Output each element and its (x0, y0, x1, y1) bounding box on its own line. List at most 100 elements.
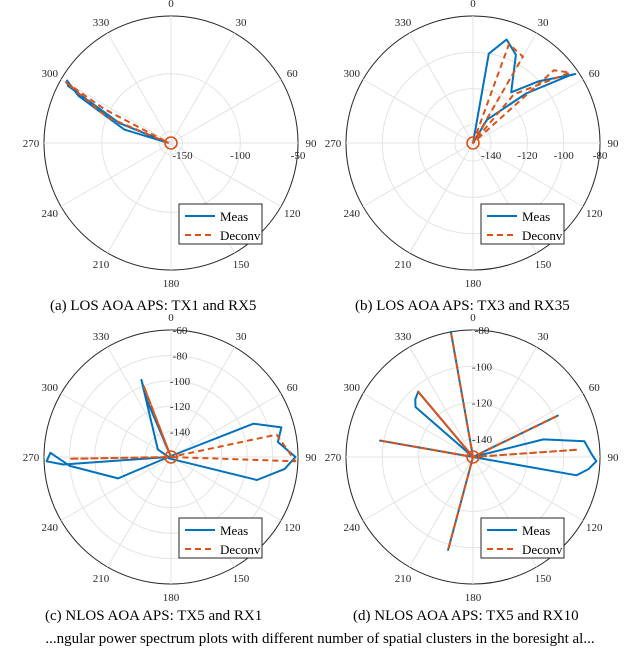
spoke-30 (170, 32, 235, 144)
legend-label-deconv: Deconv (220, 542, 261, 557)
radial-tick-label: -80 (173, 350, 188, 362)
legend-label-deconv: Deconv (522, 542, 563, 557)
caption-b: (b) LOS AOA APS: TX3 and RX35 (355, 298, 570, 314)
spoke-240 (60, 142, 172, 207)
legend-label-meas: Meas (522, 209, 550, 224)
angle-tick-label: 30 (236, 17, 248, 29)
spoke-300 (60, 79, 172, 144)
radial-tick-label: -120 (517, 150, 538, 162)
angle-tick-label: 180 (465, 592, 482, 604)
origin-marker (466, 136, 480, 150)
angle-tick-label: 300 (344, 382, 361, 394)
angle-tick-label: 30 (538, 17, 550, 29)
angle-tick-label: 60 (589, 68, 601, 80)
legend-box (480, 517, 565, 559)
spoke-330 (409, 346, 474, 458)
legend-box (480, 203, 565, 245)
angle-tick-label: 0 (168, 312, 174, 324)
angle-tick-label: 60 (589, 382, 601, 394)
angle-tick-label: 240 (344, 208, 361, 220)
radial-tick-label: -100 (554, 150, 575, 162)
angle-tick-label: 330 (93, 331, 110, 343)
angle-tick-label: 90 (306, 452, 318, 464)
spoke-210 (107, 142, 172, 254)
angle-tick-label: 180 (163, 592, 180, 604)
angle-tick-label: 60 (287, 382, 299, 394)
radial-tick-label: -140 (170, 427, 191, 439)
angle-tick-label: 330 (93, 17, 110, 29)
spoke-60 (170, 79, 282, 144)
spoke-210 (409, 456, 474, 568)
radial-tick-label: -120 (472, 398, 493, 410)
origin-marker (164, 450, 178, 464)
spoke-240 (362, 142, 474, 207)
caption-d: (d) NLOS AOA APS: TX5 and RX10 (353, 608, 579, 624)
angle-tick-label: 30 (236, 331, 248, 343)
spoke-240 (362, 456, 474, 521)
angle-tick-label: 330 (395, 331, 412, 343)
angle-tick-label: 120 (284, 522, 301, 534)
angle-tick-label: 210 (93, 573, 110, 585)
angle-tick-label: 120 (586, 522, 603, 534)
polar-plot-b: 0 30 60 90 120 150 180 210 240 270 300 330 -140 -120 -… (325, 0, 619, 290)
angle-tick-label: 0 (168, 0, 174, 10)
angle-tick-label: 120 (586, 208, 603, 220)
angle-tick-label: 150 (535, 573, 552, 585)
radial-tick-label: -140 (472, 434, 493, 446)
angle-tick-label: 240 (42, 522, 59, 534)
angle-tick-label: 300 (42, 68, 59, 80)
legend-box (178, 517, 263, 559)
angle-tick-label: 60 (287, 68, 299, 80)
spoke-60 (472, 79, 584, 144)
legend-label-deconv: Deconv (220, 228, 261, 243)
caption-a: (a) LOS AOA APS: TX1 and RX5 (50, 298, 257, 314)
spoke-210 (107, 456, 172, 568)
angle-tick-label: 300 (344, 68, 361, 80)
radial-tick-label: -120 (170, 401, 191, 413)
spoke-210 (409, 142, 474, 254)
radial-tick-label: -140 (481, 150, 502, 162)
angle-tick-label: 90 (608, 452, 620, 464)
angle-tick-label: 270 (23, 138, 40, 150)
caption-c: (c) NLOS AOA APS: TX5 and RX1 (45, 608, 263, 624)
angle-tick-label: 150 (535, 259, 552, 271)
angle-tick-label: 180 (163, 278, 180, 290)
radial-tick-label: -100 (230, 150, 251, 162)
legend-label-deconv: Deconv (522, 228, 563, 243)
angle-tick-label: 210 (395, 259, 412, 271)
radial-tick-label: -80 (593, 150, 608, 162)
polar-plot-a: 0 30 60 90 120 150 180 210 240 270 300 330 -150 -100 -… (23, 0, 317, 290)
series-deconv-line (379, 330, 579, 551)
angle-tick-label: 90 (608, 138, 620, 150)
spoke-120 (170, 456, 282, 521)
angle-tick-label: 120 (284, 208, 301, 220)
spoke-120 (472, 142, 584, 207)
angle-tick-label: 240 (344, 522, 361, 534)
series-meas-line (472, 38, 577, 144)
polar-plot-d: 0 30 60 90 120 150 180 210 240 270 300 330 -140 -120 -… (325, 312, 619, 604)
angle-tick-label: 180 (465, 278, 482, 290)
angle-tick-label: 210 (395, 573, 412, 585)
spoke-120 (170, 142, 282, 207)
series-meas-line (45, 378, 297, 481)
spoke-330 (409, 32, 474, 144)
angle-tick-label: 150 (233, 573, 250, 585)
angle-tick-label: 270 (23, 452, 40, 464)
radial-tick-label: -150 (172, 150, 193, 162)
spoke-120 (472, 456, 584, 521)
polar-plot-c: 0 30 60 90 120 150 180 210 240 270 300 330 -140 -120 -… (23, 312, 317, 604)
legend-box (178, 203, 263, 245)
angle-tick-label: 30 (538, 331, 550, 343)
origin-marker (466, 450, 480, 464)
spoke-300 (60, 393, 172, 458)
radial-tick-label: -100 (170, 376, 191, 388)
spoke-330 (107, 32, 172, 144)
spoke-240 (60, 456, 172, 521)
angle-tick-label: 0 (470, 312, 476, 324)
angle-tick-label: 0 (470, 0, 476, 10)
origin-marker (164, 136, 178, 150)
spoke-330 (107, 346, 172, 458)
figure-caption: ...ngular power spectrum plots with diff… (45, 631, 595, 647)
spoke-30 (170, 346, 235, 458)
